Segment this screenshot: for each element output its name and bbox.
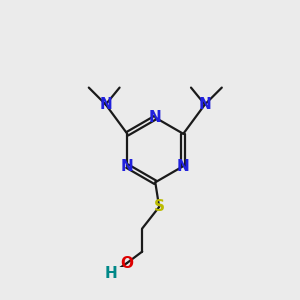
Text: S: S [154,200,165,214]
Text: N: N [177,159,190,174]
Text: O: O [120,256,133,271]
Text: N: N [199,97,211,112]
Text: N: N [99,97,112,112]
Text: N: N [149,110,162,125]
Text: H: H [105,266,118,281]
Text: N: N [121,159,134,174]
